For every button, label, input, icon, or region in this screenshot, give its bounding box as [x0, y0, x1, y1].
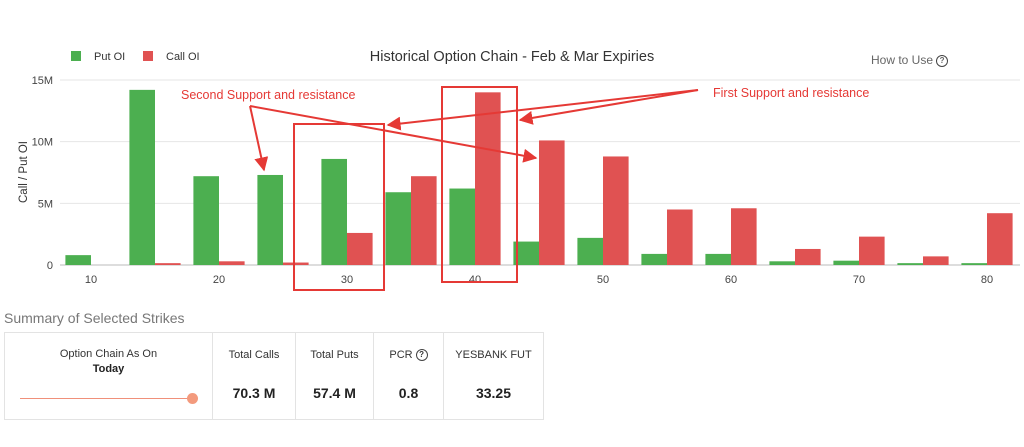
- bar-call-70[interactable]: [859, 236, 885, 265]
- total-puts-cell: Total Puts 57.4 M: [296, 333, 374, 419]
- y-axis-label: Call / Put OI: [18, 141, 30, 203]
- bar-call-30[interactable]: [347, 232, 373, 265]
- x-tick-label: 50: [597, 274, 609, 286]
- chart-title: Historical Option Chain - Feb & Mar Expi…: [370, 49, 654, 65]
- help-icon[interactable]: ?: [415, 349, 428, 361]
- arrow-second-to-45: [249, 105, 538, 163]
- summary-title: Summary of Selected Strikes: [4, 310, 185, 326]
- total-calls-cell: Total Calls 70.3 M: [213, 333, 296, 419]
- total-calls-value: 70.3 M: [232, 385, 276, 401]
- x-tick-label: 30: [341, 274, 353, 286]
- slider-track[interactable]: [19, 398, 192, 399]
- bar-put-10[interactable]: [65, 255, 91, 265]
- total-calls-label: Total Calls: [228, 349, 280, 361]
- bar-put-25[interactable]: [257, 174, 283, 265]
- bar-put-65[interactable]: [769, 261, 795, 265]
- option-chain-label: Option Chain As On: [59, 348, 158, 360]
- bar-call-25[interactable]: [283, 262, 309, 265]
- x-tick-label: 70: [853, 274, 865, 286]
- legend-swatch-put[interactable]: [71, 51, 81, 61]
- summary-panel: Option Chain As On Today Total Calls 70.…: [4, 332, 544, 420]
- arrow-second-to-25: [249, 105, 269, 172]
- x-tick-label: 40: [469, 274, 481, 286]
- support-box-40: [441, 86, 518, 283]
- total-puts-value: 57.4 M: [313, 385, 356, 401]
- pcr-cell: PCR? 0.8: [374, 333, 444, 419]
- bar-put-70[interactable]: [833, 260, 859, 265]
- help-icon[interactable]: ?: [936, 55, 949, 67]
- bar-call-60[interactable]: [731, 208, 757, 265]
- annotation-second-support: Second Support and resistance: [181, 88, 355, 102]
- bar-call-35[interactable]: [411, 176, 437, 265]
- bar-put-80[interactable]: [961, 263, 987, 265]
- bar-call-45[interactable]: [539, 140, 565, 265]
- legend-label-call[interactable]: Call OI: [166, 51, 200, 63]
- y-tick-label: 0: [47, 260, 53, 272]
- futures-value: 33.25: [475, 385, 512, 401]
- y-tick-labels: 0 5M 10M 15M: [32, 75, 53, 272]
- bar-call-75[interactable]: [923, 256, 949, 265]
- total-puts-label: Total Puts: [310, 349, 359, 361]
- bar-put-50[interactable]: [577, 237, 603, 265]
- arrow-first-to-40: [518, 89, 699, 125]
- pcr-label: PCR: [389, 349, 413, 361]
- x-tick-label: 80: [981, 274, 993, 286]
- bar-call-80[interactable]: [987, 213, 1013, 265]
- y-tick-label: 10M: [32, 137, 53, 149]
- option-oi-chart: 0 5M 10M 15M 10 20 30 40 50 60 70 80 Historical Op…: [18, 49, 1020, 291]
- annotation-first-support: First Support and resistance: [713, 86, 869, 100]
- slider-handle[interactable]: [186, 393, 198, 404]
- futures-label: YESBANK FUT: [455, 349, 532, 361]
- arrow-first-to-30: [386, 89, 699, 131]
- date-slider[interactable]: [19, 393, 198, 405]
- bar-put-15[interactable]: [129, 89, 155, 265]
- x-tick-labels: 10 20 30 40 50 60 70 80: [85, 274, 993, 286]
- option-chain-value: Today: [92, 363, 125, 375]
- y-tick-label: 15M: [32, 75, 53, 87]
- bar-call-65[interactable]: [795, 248, 821, 265]
- bar-call-20[interactable]: [219, 261, 245, 265]
- bar-put-55[interactable]: [641, 253, 667, 265]
- pcr-label-row: PCR?: [389, 349, 428, 361]
- bar-call-40[interactable]: [475, 92, 501, 265]
- bar-put-60[interactable]: [705, 253, 731, 265]
- bar-put-30[interactable]: [321, 158, 347, 265]
- pcr-value: 0.8: [398, 385, 419, 401]
- x-tick-label: 60: [725, 274, 737, 286]
- option-chain-date-cell: Option Chain As On Today: [5, 333, 213, 419]
- legend-swatch-call[interactable]: [143, 51, 153, 61]
- support-box-30: [293, 123, 385, 291]
- y-tick-label: 5M: [38, 198, 53, 210]
- bar-put-45[interactable]: [513, 241, 539, 265]
- bars: [65, 89, 1013, 266]
- how-to-use-label[interactable]: How to Use: [871, 53, 934, 67]
- bar-call-50[interactable]: [603, 156, 629, 265]
- x-tick-label: 10: [85, 274, 97, 286]
- bar-call-55[interactable]: [667, 209, 693, 266]
- bar-put-75[interactable]: [897, 263, 923, 265]
- bar-call-15[interactable]: [155, 263, 181, 265]
- futures-cell: YESBANK FUT 33.25: [444, 333, 543, 419]
- bar-put-40[interactable]: [449, 188, 475, 265]
- bar-put-35[interactable]: [385, 192, 411, 265]
- how-to-use-link[interactable]: How to Use?: [871, 53, 949, 67]
- legend-label-put[interactable]: Put OI: [94, 51, 125, 63]
- x-tick-label: 20: [213, 274, 225, 286]
- bar-put-20[interactable]: [193, 176, 219, 265]
